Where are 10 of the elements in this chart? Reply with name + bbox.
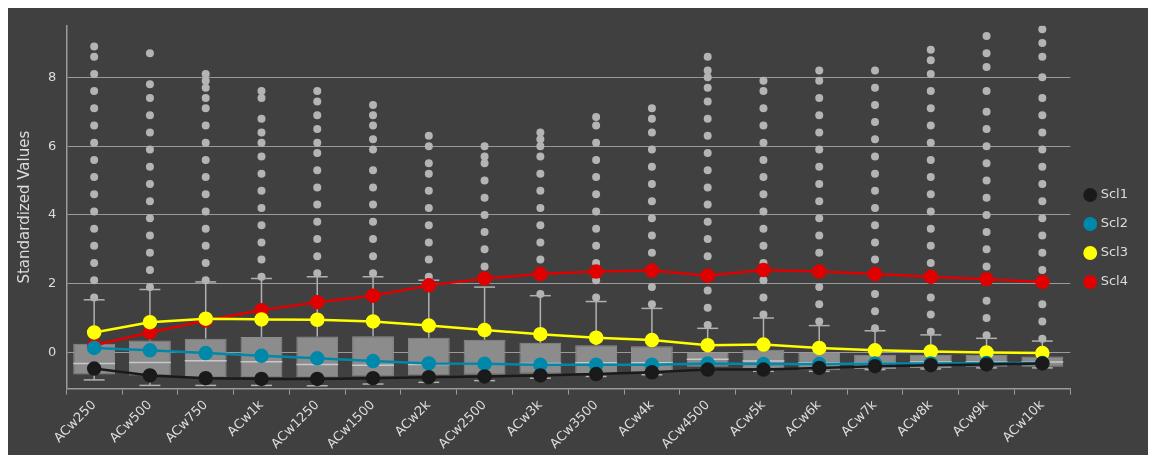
legend-label: Scl3	[1100, 244, 1129, 260]
y-tick-label: 2	[47, 275, 57, 291]
legend-label: Scl2	[1100, 215, 1129, 231]
y-tick-label: 6	[47, 137, 57, 153]
legend-label: Scl1	[1100, 186, 1129, 202]
legend-label: Scl4	[1100, 273, 1129, 289]
y-tick-label: 8	[47, 68, 57, 84]
y-axis-title: Standardized Values	[14, 130, 33, 284]
y-tick-label: 0	[47, 343, 57, 359]
y-tick-label: 4	[47, 206, 57, 222]
